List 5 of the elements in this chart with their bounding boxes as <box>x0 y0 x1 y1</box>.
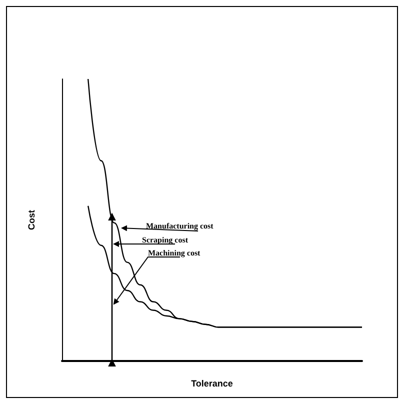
annotation: Scraping cost <box>142 236 188 244</box>
x-axis-title: Tolerance <box>191 378 233 388</box>
annotation: Machining cost <box>148 248 201 258</box>
y-axis-title: Cost <box>26 210 36 230</box>
annotation: Manufacturing cost <box>146 222 214 230</box>
